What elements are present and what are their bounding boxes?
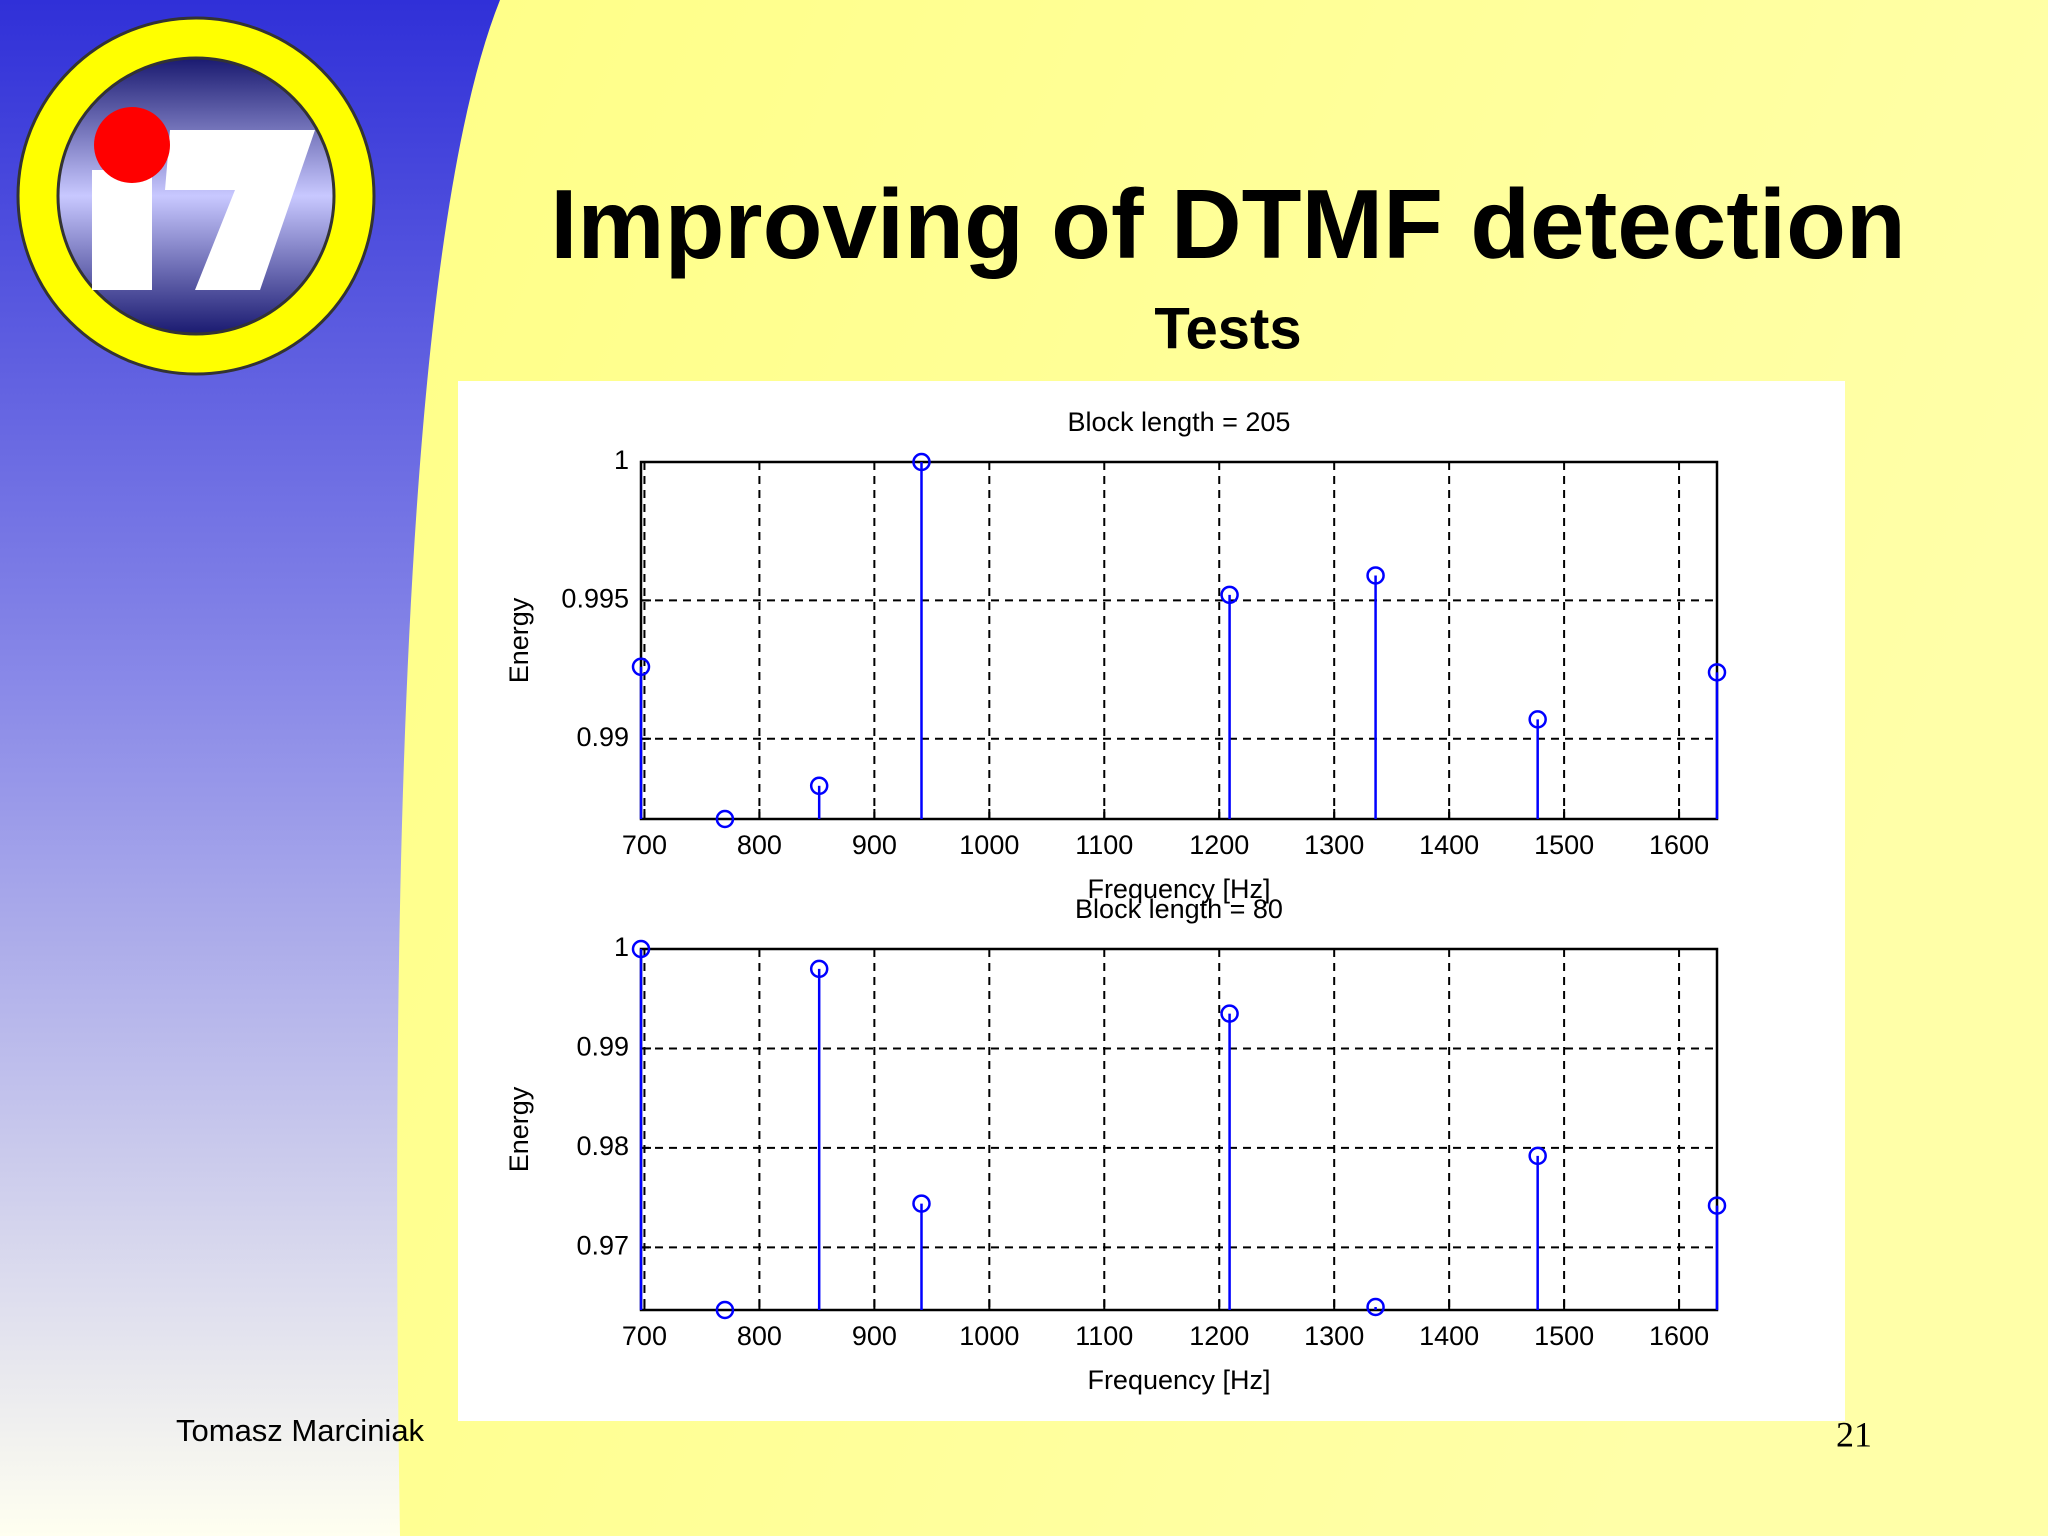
stem-marker	[715, 809, 735, 829]
x-tick-label: 1200	[1189, 830, 1249, 860]
chart-title: Block length = 205	[1068, 407, 1291, 437]
y-axis-label: Energy	[504, 1086, 534, 1172]
x-tick-label: 900	[852, 1321, 897, 1351]
x-tick-label: 1500	[1534, 830, 1594, 860]
x-tick-label: 1300	[1304, 1321, 1364, 1351]
x-tick-label: 800	[737, 830, 782, 860]
stem-marker	[1366, 566, 1385, 585]
stem-marker	[912, 1194, 931, 1213]
x-tick-label: 1000	[959, 1321, 1019, 1351]
logo	[16, 16, 376, 376]
x-tick-label: 700	[622, 830, 667, 860]
x-tick-label: 1100	[1075, 830, 1133, 860]
side-band	[0, 0, 500, 1536]
x-tick-label: 800	[737, 1321, 782, 1351]
x-tick-label: 1000	[959, 830, 1019, 860]
y-tick-label: 0.995	[561, 583, 629, 613]
y-tick-label: 0.99	[576, 722, 629, 752]
x-axis-label: Frequency [Hz]	[1087, 874, 1270, 904]
x-tick-label: 900	[852, 830, 897, 860]
x-tick-label: 1100	[1075, 1321, 1133, 1351]
y-tick-label: 1	[614, 445, 629, 475]
plot-frame	[639, 460, 1719, 821]
x-tick-label: 1400	[1419, 1321, 1479, 1351]
x-tick-label: 1500	[1534, 1321, 1594, 1351]
y-tick-label: 0.97	[576, 1230, 629, 1260]
stem-marker	[631, 939, 651, 959]
stem-marker	[1528, 1146, 1547, 1166]
stem-marker	[1528, 710, 1547, 729]
x-tick-label: 1600	[1649, 1321, 1709, 1351]
y-axis-label: Energy	[504, 597, 534, 683]
x-axis-label: Frequency [Hz]	[1087, 1365, 1270, 1395]
stem-marker	[1220, 1004, 1239, 1023]
chart-title: Block length = 80	[1075, 894, 1283, 924]
stem-marker	[715, 1300, 735, 1320]
slide-subtitle: Tests	[1154, 296, 1301, 361]
stem-marker	[1366, 1297, 1385, 1317]
stem-marker	[1707, 663, 1727, 682]
stem-marker	[631, 657, 651, 677]
stem-marker	[1220, 585, 1239, 605]
y-tick-label: 1	[614, 932, 629, 962]
page-number: 21	[1836, 1414, 1872, 1454]
slide-title: Improving of DTMF detection	[550, 169, 1906, 279]
stem-marker	[912, 452, 931, 472]
x-tick-label: 1400	[1419, 830, 1479, 860]
x-tick-label: 1200	[1189, 1321, 1249, 1351]
y-tick-label: 0.98	[576, 1131, 629, 1161]
y-tick-label: 0.99	[576, 1032, 629, 1062]
author: Tomasz Marciniak	[176, 1413, 425, 1448]
stem-marker	[1707, 1196, 1727, 1215]
x-tick-label: 1300	[1304, 830, 1364, 860]
x-tick-label: 700	[622, 1321, 667, 1351]
stem-marker	[809, 959, 829, 979]
stem-marker	[809, 776, 829, 796]
x-tick-label: 1600	[1649, 830, 1709, 860]
